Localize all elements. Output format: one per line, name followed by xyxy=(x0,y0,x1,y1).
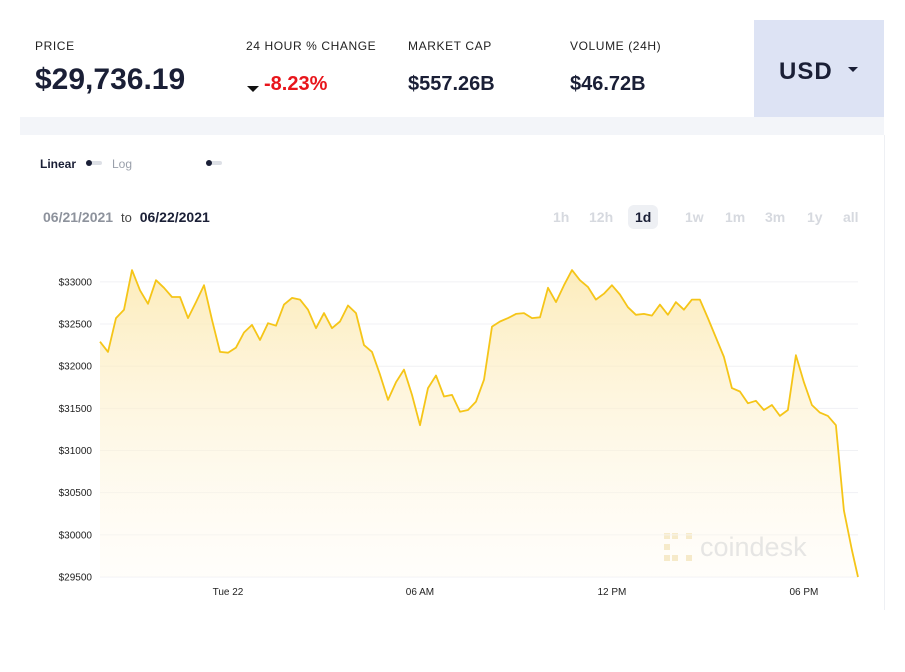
currency-dropdown[interactable]: USD xyxy=(754,20,884,117)
y-tick-label: $30500 xyxy=(59,488,93,499)
date-separator: to xyxy=(120,210,132,225)
y-tick-label: $32500 xyxy=(59,320,93,331)
range-button[interactable]: 1d xyxy=(628,205,659,229)
date-from[interactable]: 06/21/2021 xyxy=(43,209,114,225)
range-button[interactable]: 1m xyxy=(725,209,746,225)
y-tick-label: $31500 xyxy=(59,404,93,415)
y-tick-label: $30000 xyxy=(59,530,93,541)
y-tick-label: $32000 xyxy=(59,362,93,373)
x-tick-label: Tue 22 xyxy=(213,587,244,598)
area xyxy=(100,270,858,577)
change: -8.23% xyxy=(264,73,328,95)
toggle-track[interactable] xyxy=(206,160,222,166)
x-tick-label: 12 PM xyxy=(597,587,626,598)
x-tick-label: 06 PM xyxy=(789,587,818,598)
panel-border xyxy=(884,135,885,610)
volume-label: VOLUME (24H) xyxy=(570,39,662,53)
volume: $46.72B xyxy=(570,73,646,95)
market-cap-label: MARKET CAP xyxy=(408,39,492,53)
price-label: PRICE xyxy=(35,39,75,53)
range-button[interactable]: 1h xyxy=(553,209,570,225)
y-tick-label: $31000 xyxy=(59,446,93,457)
market-cap: $557.26B xyxy=(408,73,495,95)
y-tick-label: $29500 xyxy=(59,573,93,584)
change-label: 24 HOUR % CHANGE xyxy=(246,39,377,53)
x-tick-label: 06 AM xyxy=(406,587,434,598)
range-button[interactable]: all xyxy=(843,209,859,225)
range-button[interactable]: 1y xyxy=(807,209,823,225)
toggle-track[interactable] xyxy=(86,160,102,166)
y-tick-label: $33000 xyxy=(59,277,93,288)
date-range: 06/21/2021 to 06/22/2021 xyxy=(43,209,210,225)
down-arrow xyxy=(247,86,259,92)
divider-band xyxy=(20,117,884,135)
price: $29,736.19 xyxy=(35,63,186,96)
date-to[interactable]: 06/22/2021 xyxy=(139,209,210,225)
range-buttons: 1h 12h 1d 1w 1m 3m 1y all xyxy=(538,205,868,229)
price-line xyxy=(99,269,859,578)
range-button[interactable]: 12h xyxy=(589,209,614,225)
log-option[interactable]: Log xyxy=(112,157,133,171)
linear-option[interactable]: Linear xyxy=(40,157,77,171)
currency: USD xyxy=(779,58,833,85)
range-button[interactable]: 1w xyxy=(685,209,704,225)
range-button[interactable]: 3m xyxy=(765,209,786,225)
caret xyxy=(848,67,858,72)
